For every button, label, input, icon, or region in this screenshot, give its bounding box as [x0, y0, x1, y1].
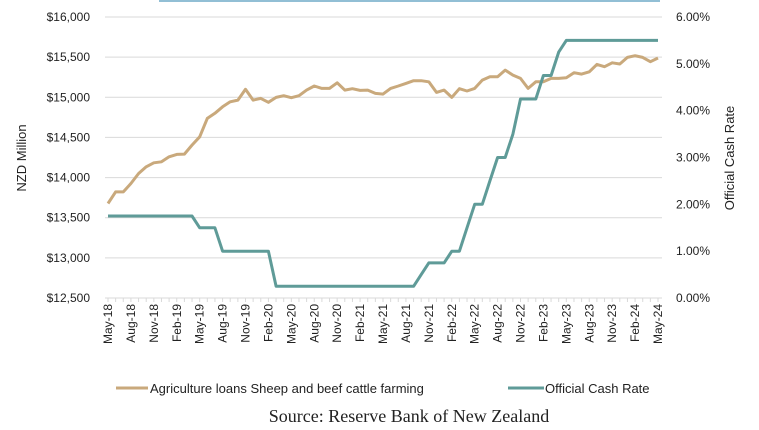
legend: Agriculture loans Sheep and beef cattle …	[116, 381, 650, 396]
gridlines	[105, 16, 662, 299]
x-tick-label: May-22	[468, 304, 482, 344]
x-tick-label: Nov-20	[330, 304, 344, 343]
x-tick-label: Feb-21	[353, 304, 367, 342]
left-tick-label: $13,500	[47, 211, 91, 225]
left-tick-label: $16,000	[47, 10, 91, 24]
left-tick-label: $14,000	[47, 171, 91, 185]
x-tick-label: Aug-23	[582, 304, 596, 343]
right-tick-label: 2.00%	[676, 197, 710, 211]
right-tick-label: 0.00%	[676, 291, 710, 305]
x-tick-label: Aug-20	[307, 304, 321, 343]
x-tick-label: May-24	[651, 304, 665, 344]
x-tick-label: Aug-18	[124, 304, 138, 343]
loans-series-line	[106, 54, 659, 205]
right-tick-label: 5.00%	[676, 57, 710, 71]
x-tick-label: Aug-22	[491, 304, 505, 343]
left-tick-label: $13,000	[47, 251, 91, 265]
source-note: Source: Reserve Bank of New Zealand	[269, 406, 549, 426]
x-tick-label: Nov-21	[422, 304, 436, 343]
x-tick-label: Nov-22	[514, 304, 528, 343]
left-tick-label: $15,500	[47, 50, 91, 64]
x-tick-label: Feb-19	[170, 304, 184, 342]
x-tick-label: Nov-19	[239, 304, 253, 343]
left-axis-ticks: $12,500 $13,000 $13,500 $14,000 $14,500 $15,0…	[47, 10, 91, 305]
right-tick-label: 1.00%	[676, 244, 710, 258]
legend-label-loans: Agriculture loans Sheep and beef cattle …	[150, 381, 424, 396]
left-tick-label: $15,000	[47, 90, 91, 104]
x-tick-label: May-21	[376, 304, 390, 344]
x-tick-label: Feb-23	[536, 304, 550, 342]
left-tick-label: $12,500	[47, 291, 91, 305]
right-axis-ticks: 0.00% 1.00% 2.00% 3.00% 4.00% 5.00% 6.00%	[676, 10, 710, 305]
x-tick-label: Feb-22	[445, 304, 459, 342]
x-tick-label: Nov-23	[605, 304, 619, 343]
x-tick-label: Feb-20	[261, 304, 275, 342]
right-tick-label: 4.00%	[676, 104, 710, 118]
ocr-series-line	[108, 38, 658, 288]
x-tick-label: May-23	[559, 304, 573, 344]
x-tick-label: Feb-24	[628, 304, 642, 342]
series-lines	[106, 38, 659, 288]
x-tick-label: May-20	[284, 304, 298, 344]
right-axis-title: Official Cash Rate	[722, 106, 737, 211]
x-tick-label: May-18	[101, 304, 115, 344]
left-axis-title: NZD Million	[14, 124, 29, 191]
right-tick-label: 6.00%	[676, 10, 710, 24]
left-tick-label: $14,500	[47, 130, 91, 144]
x-tick-label: Nov-18	[147, 304, 161, 343]
right-tick-label: 3.00%	[676, 151, 710, 165]
x-axis-ticks: May-18 Aug-18 Nov-18 Feb-19 May-19 Aug-19 Nov-…	[101, 298, 665, 344]
legend-label-ocr: Official Cash Rate	[545, 381, 650, 396]
x-tick-label: Aug-19	[216, 304, 230, 343]
x-tick-label: May-19	[193, 304, 207, 344]
x-tick-label: Aug-21	[399, 304, 413, 343]
